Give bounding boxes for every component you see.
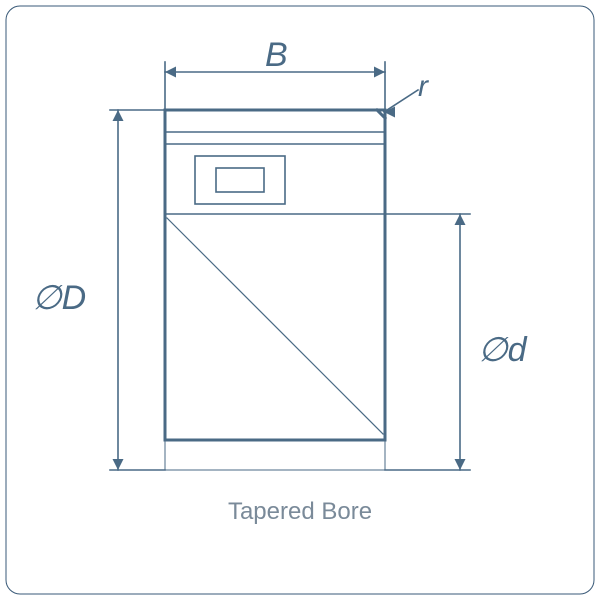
dim-label-d: ∅d [478, 330, 527, 370]
dim-label-B: B [265, 36, 288, 75]
dim-label-D: ∅D [32, 278, 86, 318]
caption: Tapered Bore [0, 498, 600, 526]
dim-label-r: r [418, 70, 428, 104]
